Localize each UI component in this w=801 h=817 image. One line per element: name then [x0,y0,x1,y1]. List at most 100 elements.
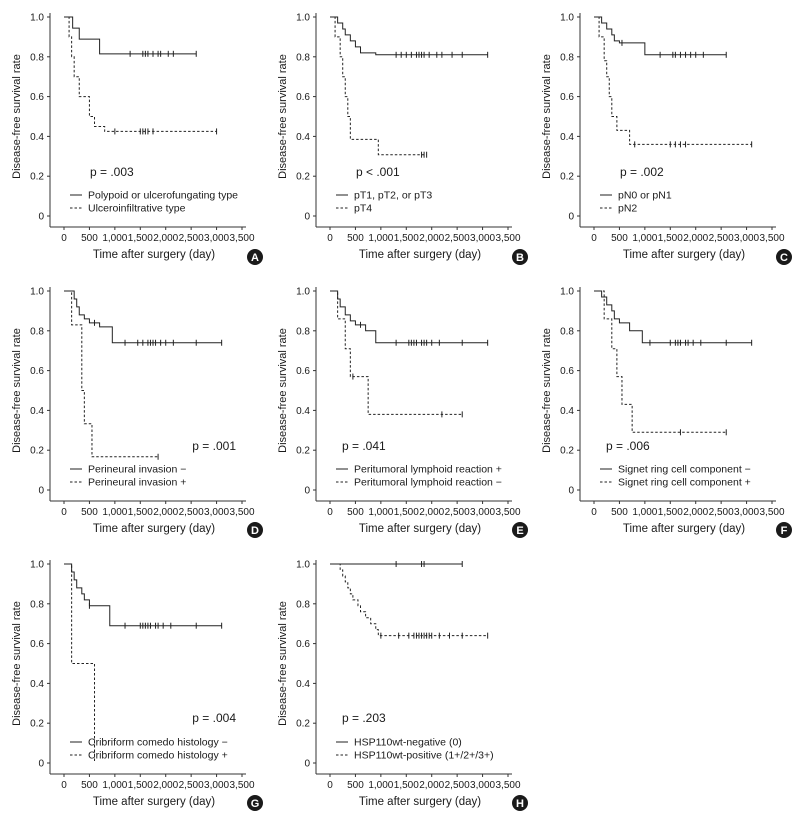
panel-B: 0 0.2 0.4 0.6 0.8 1.0 0 500 1,000 1,500 2,000 2,500… [277,13,528,265]
x-tick-label: 3,000 [204,507,229,518]
x-tick-label: 3,000 [470,780,495,791]
y-tick-label: 0 [304,759,310,770]
y-tick-label: 0.8 [560,52,574,63]
legend-label: Signet ring cell component − [618,464,751,476]
y-tick-label: 0.4 [296,132,310,143]
x-axis-label: Time after surgery (day) [93,796,215,808]
x-tick-label: 2,500 [179,233,204,244]
x-tick-label: 3,000 [734,233,759,244]
panel-badge [512,249,528,265]
legend-label: pN2 [618,203,637,215]
x-tick-label: 2,500 [179,780,204,791]
panel-F: 0 0.2 0.4 0.6 0.8 1.0 0 500 1,000 1,500 2,000 2,500… [541,287,792,538]
y-tick-label: 0 [38,212,44,223]
panel-letter: F [781,525,788,537]
x-tick-label: 3,500 [759,233,784,244]
x-tick-label: 2,000 [419,233,444,244]
y-tick-label: 0.6 [30,639,44,650]
x-tick-label: 3,000 [470,507,495,518]
km-curve-1 [594,290,752,344]
panel-G: 0 0.2 0.4 0.6 0.8 1.0 0 500 1,000 1,500 2,000 2,500… [11,560,263,811]
panel-badge [776,249,792,265]
y-tick-label: 0.6 [30,92,44,103]
x-tick-label: 3,000 [734,507,759,518]
x-tick-label: 2,000 [683,507,708,518]
legend-label: Polypoid or ulcerofungating type [88,190,238,202]
km-curve-2 [594,290,727,433]
x-axis-label: Time after surgery (day) [359,523,481,535]
panel-badge [512,522,528,538]
y-tick-label: 0.4 [560,132,574,143]
x-tick-label: 2,000 [153,233,178,244]
y-tick-label: 0.2 [296,172,310,183]
y-tick-label: 0.8 [30,52,44,63]
p-value: p = .003 [90,165,134,179]
x-axis-label: Time after surgery (day) [359,796,481,808]
legend-label: Peritumoral lymphoid reaction − [354,477,502,489]
panel-letter: C [780,252,788,264]
y-axis-label: Disease-free survival rate [277,328,289,453]
x-tick-label: 1,500 [394,507,419,518]
y-tick-label: 0.2 [560,446,574,457]
y-axis-label: Disease-free survival rate [541,328,553,453]
km-curve-2 [330,563,488,637]
panel-letter: B [516,252,524,264]
x-axis-label: Time after surgery (day) [623,249,745,261]
x-tick-label: 500 [611,507,628,518]
x-tick-label: 1,000 [632,233,657,244]
x-tick-label: 1,500 [394,233,419,244]
legend-label: Cribriform comedo histology − [88,737,228,749]
y-tick-label: 1.0 [30,287,44,298]
x-tick-label: 2,000 [419,780,444,791]
p-value: p = .203 [342,711,386,725]
x-axis-label: Time after surgery (day) [93,523,215,535]
y-tick-label: 0.2 [30,172,44,183]
km-curve-1 [64,563,222,627]
km-curve-1 [64,16,197,55]
x-tick-label: 3,500 [229,233,254,244]
km-curve-2 [594,16,752,145]
x-tick-label: 3,000 [470,233,495,244]
x-tick-label: 1,000 [102,233,127,244]
y-tick-label: 0.6 [30,366,44,377]
x-tick-label: 0 [61,233,67,244]
x-tick-label: 3,500 [759,507,784,518]
x-tick-label: 500 [347,233,364,244]
y-tick-label: 1.0 [560,287,574,298]
panel-badge [776,522,792,538]
x-tick-label: 1,500 [128,780,153,791]
y-tick-label: 0.4 [30,679,44,690]
x-tick-label: 1,500 [658,233,683,244]
x-tick-label: 2,500 [445,780,470,791]
y-tick-label: 0.8 [30,326,44,337]
y-tick-label: 1.0 [296,13,310,24]
y-axis-label: Disease-free survival rate [277,54,289,179]
x-tick-label: 3,500 [495,780,520,791]
x-tick-label: 500 [347,507,364,518]
y-tick-label: 0 [38,759,44,770]
x-tick-label: 0 [61,507,67,518]
y-tick-label: 0.8 [296,52,310,63]
km-curve-1 [594,16,727,56]
panel-badge [247,522,263,538]
km-curve-1 [330,16,488,56]
x-tick-label: 0 [591,233,597,244]
y-axis-label: Disease-free survival rate [11,601,23,726]
panel-letter: H [516,798,524,810]
legend-label: HSP110wt-negative (0) [354,737,462,749]
y-tick-label: 1.0 [296,287,310,298]
y-tick-label: 0.6 [296,92,310,103]
y-tick-label: 0 [38,486,44,497]
y-tick-label: 0.8 [296,599,310,610]
x-tick-label: 0 [591,507,597,518]
y-tick-label: 1.0 [30,13,44,24]
p-value: p = .002 [620,165,664,179]
y-tick-label: 0.4 [560,406,574,417]
x-tick-label: 2,000 [153,507,178,518]
x-tick-label: 0 [327,507,333,518]
y-tick-label: 0.8 [30,599,44,610]
y-axis-label: Disease-free survival rate [11,54,23,179]
y-tick-label: 0.6 [296,639,310,650]
y-tick-label: 0 [304,486,310,497]
legend-label: Cribriform comedo histology + [88,750,228,762]
